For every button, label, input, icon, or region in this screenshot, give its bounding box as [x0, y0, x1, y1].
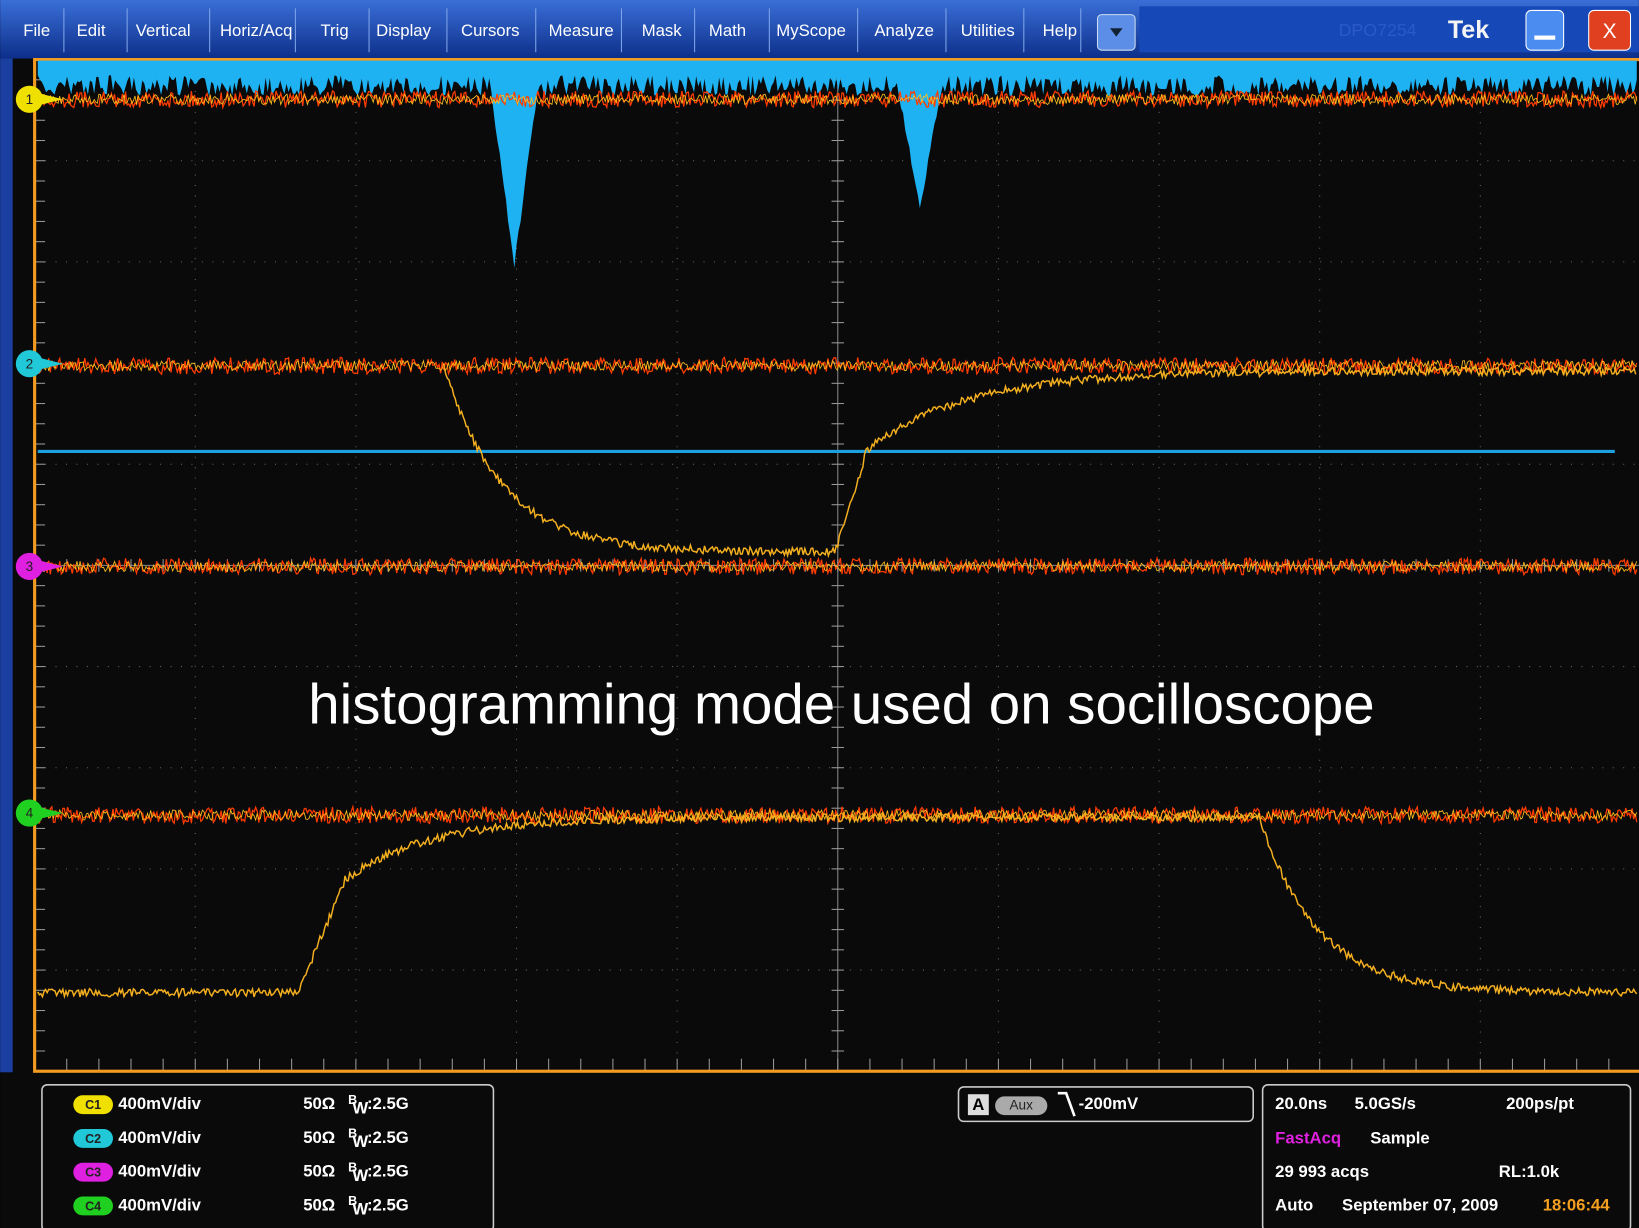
- menu-item[interactable]: Utilities: [961, 21, 1015, 40]
- channel-bandwidth-sub: W: [352, 1098, 368, 1117]
- record-length: RL:1.0k: [1499, 1162, 1560, 1181]
- left-edge: [0, 58, 13, 1073]
- timebase: 20.0ns: [1275, 1094, 1327, 1113]
- channel-arrow: [37, 560, 63, 573]
- pulse-trace: [37, 810, 1638, 1000]
- menu-item[interactable]: Measure: [549, 21, 614, 40]
- channel-bandwidth: B: [348, 1127, 357, 1141]
- trace-noise: [37, 88, 1638, 111]
- sampling: Sample: [1370, 1129, 1429, 1148]
- channel-bandwidth-value: :2.5G: [367, 1195, 409, 1214]
- channel-marker: [15, 552, 43, 581]
- channel-bandwidth: B: [348, 1093, 357, 1107]
- channel-number: 2: [26, 356, 34, 371]
- channel-bandwidth-sub: W: [352, 1132, 368, 1151]
- menu-item[interactable]: Analyze: [874, 21, 933, 40]
- channel-label: C4: [85, 1199, 101, 1213]
- trigger-source-pill: [995, 1096, 1048, 1116]
- channel-label: C1: [85, 1098, 101, 1112]
- menu-item[interactable]: Trig: [320, 21, 348, 40]
- channel-scale: 400mV/div: [118, 1162, 201, 1181]
- menu-item[interactable]: Vertical: [136, 21, 191, 40]
- channel-panel: [41, 1084, 495, 1228]
- channel-pill: [73, 1162, 114, 1182]
- trigger-badge: [967, 1094, 989, 1116]
- channel-bandwidth-sub: W: [352, 1200, 368, 1219]
- trigger-panel: [957, 1086, 1255, 1123]
- channel-number: 3: [26, 559, 34, 574]
- channel-impedance: 50Ω: [303, 1128, 335, 1147]
- menu-item[interactable]: Mask: [642, 21, 683, 40]
- time: 18:06:44: [1543, 1195, 1611, 1214]
- trace-noise: [37, 359, 1637, 373]
- channel-bandwidth-value: :2.5G: [367, 1128, 409, 1147]
- channel-scale: 400mV/div: [118, 1094, 201, 1113]
- model-name: DPO7254: [1339, 20, 1417, 40]
- channel-bandwidth-sub: W: [352, 1166, 368, 1185]
- channel-marker: [15, 799, 43, 827]
- close-button[interactable]: [1588, 9, 1632, 51]
- channel-impedance: 50Ω: [303, 1094, 335, 1113]
- trigger-slope: [1057, 1091, 1076, 1117]
- channel-bandwidth-value: :2.5G: [367, 1162, 409, 1181]
- channel-arrow: [37, 806, 63, 820]
- minimize-button[interactable]: [1525, 9, 1565, 51]
- acquisitions: 29 993 acqs: [1275, 1162, 1369, 1181]
- channel-number: 4: [26, 806, 34, 821]
- channel-pill: [73, 1129, 114, 1148]
- date: September 07, 2009: [1342, 1195, 1498, 1214]
- trace-noise: [37, 559, 1638, 574]
- pulse-trace: [443, 364, 1637, 559]
- trigger-level: -200mV: [1079, 1094, 1139, 1113]
- menu-item[interactable]: MyScope: [776, 21, 846, 40]
- menu-item[interactable]: Math: [709, 21, 746, 40]
- histogram: [37, 60, 1637, 269]
- channel-marker: [15, 350, 43, 378]
- channel-pill: [73, 1095, 114, 1115]
- close-label: X: [1603, 20, 1617, 43]
- channel-scale: 400mV/div: [118, 1128, 201, 1147]
- annotation: histogramming mode used on socilloscope: [308, 672, 1374, 735]
- acquisition-panel: [1261, 1084, 1632, 1228]
- menu-item[interactable]: File: [23, 21, 50, 40]
- menu-item[interactable]: Cursors: [461, 21, 520, 40]
- channel-impedance: 50Ω: [303, 1162, 335, 1181]
- trigger-mode: Auto: [1275, 1195, 1313, 1214]
- channel-label: C3: [85, 1166, 101, 1180]
- trigger-source: Aux: [1010, 1097, 1034, 1112]
- trace-noise: [37, 92, 1638, 106]
- channel-marker: [15, 85, 43, 113]
- channel-scale: 400mV/div: [118, 1195, 201, 1214]
- channel-impedance: 50Ω: [303, 1195, 335, 1214]
- dropdown-arrow: [1110, 28, 1123, 37]
- channel-bandwidth: B: [348, 1160, 357, 1174]
- minimize-icon: [1534, 35, 1556, 40]
- menu-item[interactable]: Help: [1043, 21, 1077, 40]
- resolution: 200ps/pt: [1506, 1094, 1574, 1113]
- channel-arrow: [37, 357, 63, 370]
- sample-rate: 5.0GS/s: [1355, 1094, 1416, 1113]
- channel-number: 1: [26, 92, 34, 107]
- channel-bandwidth-value: :2.5G: [367, 1094, 409, 1113]
- channel-pill: [73, 1196, 114, 1216]
- channel-arrow: [37, 93, 63, 106]
- brand-logo: Tek: [1448, 16, 1489, 44]
- menu-item[interactable]: Edit: [77, 21, 106, 40]
- menu-item[interactable]: Display: [376, 21, 431, 40]
- acq-mode: FastAcq: [1275, 1129, 1341, 1148]
- channel-bandwidth: B: [348, 1194, 357, 1208]
- channel-label: C2: [85, 1132, 101, 1146]
- menu-item[interactable]: Horiz/Acq: [220, 21, 292, 40]
- trigger-label: A: [972, 1095, 984, 1114]
